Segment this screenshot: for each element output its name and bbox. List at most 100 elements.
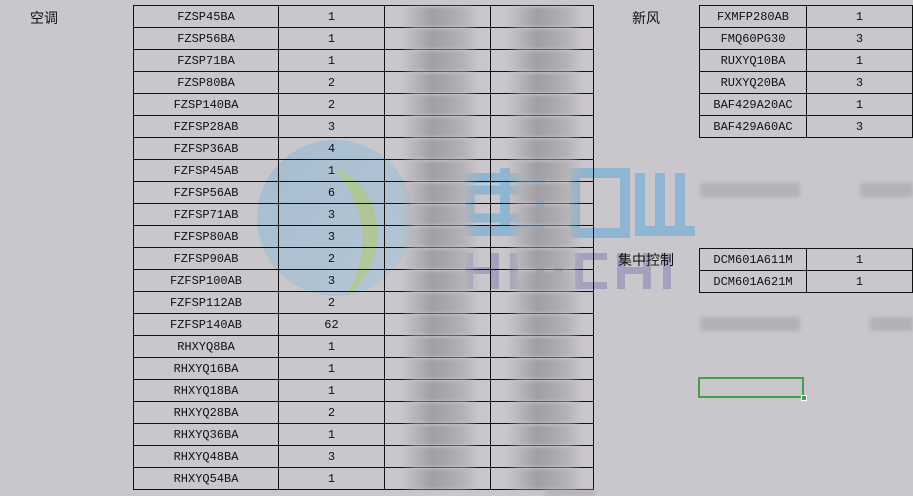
quantity-cell[interactable]: 1 [806,270,913,293]
model-cell[interactable]: FZSP80BA [133,71,279,94]
model-cell[interactable]: FZSP71BA [133,49,279,72]
blurred-price-cell[interactable] [384,423,491,446]
model-cell[interactable]: FZFSP45AB [133,159,279,182]
blurred-price-cell[interactable] [490,445,594,468]
model-cell[interactable]: BAF429A60AC [699,115,807,138]
quantity-cell[interactable]: 1 [806,93,913,116]
blurred-price-cell[interactable] [384,445,491,468]
blurred-price-cell[interactable] [384,115,491,138]
blurred-price-cell[interactable] [384,49,491,72]
quantity-cell[interactable]: 6 [278,181,385,204]
blurred-price-cell[interactable] [384,93,491,116]
model-cell[interactable]: RHXYQ48BA [133,445,279,468]
blurred-price-cell[interactable] [384,225,491,248]
blurred-price-cell[interactable] [490,27,594,50]
model-cell[interactable]: FZFSP90AB [133,247,279,270]
quantity-cell[interactable]: 3 [278,115,385,138]
quantity-cell[interactable]: 3 [278,269,385,292]
quantity-cell[interactable]: 2 [278,71,385,94]
blurred-price-cell[interactable] [490,93,594,116]
blurred-price-cell[interactable] [384,291,491,314]
quantity-cell[interactable]: 1 [278,357,385,380]
quantity-cell[interactable]: 4 [278,137,385,160]
blurred-price-cell[interactable] [490,71,594,94]
blurred-price-cell[interactable] [384,203,491,226]
blurred-price-cell[interactable] [384,71,491,94]
blurred-price-cell[interactable] [384,467,491,490]
model-cell[interactable]: RHXYQ28BA [133,401,279,424]
blurred-price-cell[interactable] [384,27,491,50]
model-cell[interactable]: RUXYQ20BA [699,71,807,94]
model-cell[interactable]: FZFSP71AB [133,203,279,226]
blurred-price-cell[interactable] [384,269,491,292]
quantity-cell[interactable]: 3 [806,71,913,94]
quantity-cell[interactable]: 1 [806,248,913,271]
model-cell[interactable]: FZFSP100AB [133,269,279,292]
quantity-cell[interactable]: 1 [278,5,385,28]
blurred-price-cell[interactable] [490,225,594,248]
model-cell[interactable]: FZFSP80AB [133,225,279,248]
model-cell[interactable]: RHXYQ8BA [133,335,279,358]
quantity-cell[interactable]: 1 [278,49,385,72]
quantity-cell[interactable]: 1 [278,379,385,402]
blurred-price-cell[interactable] [384,335,491,358]
model-cell[interactable]: FMQ60PG30 [699,27,807,50]
model-cell[interactable]: FZFSP56AB [133,181,279,204]
model-cell[interactable]: RUXYQ10BA [699,49,807,72]
quantity-cell[interactable]: 1 [278,335,385,358]
quantity-cell[interactable]: 1 [278,27,385,50]
blurred-price-cell[interactable] [490,5,594,28]
model-cell[interactable]: RHXYQ36BA [133,423,279,446]
blurred-price-cell[interactable] [384,247,491,270]
quantity-cell[interactable]: 3 [806,27,913,50]
model-cell[interactable]: FZFSP140AB [133,313,279,336]
quantity-cell[interactable]: 2 [278,401,385,424]
quantity-cell[interactable]: 3 [806,115,913,138]
blurred-price-cell[interactable] [384,401,491,424]
blurred-price-cell[interactable] [490,401,594,424]
quantity-cell[interactable]: 2 [278,247,385,270]
blurred-price-cell[interactable] [490,357,594,380]
model-cell[interactable]: FZSP56BA [133,27,279,50]
blurred-price-cell[interactable] [490,49,594,72]
blurred-price-cell[interactable] [384,313,491,336]
model-cell[interactable]: FZFSP112AB [133,291,279,314]
blurred-price-cell[interactable] [490,379,594,402]
blurred-price-cell[interactable] [490,313,594,336]
fill-handle[interactable] [801,395,807,401]
model-cell[interactable]: BAF429A20AC [699,93,807,116]
model-cell[interactable]: DCM601A611M [699,248,807,271]
blurred-price-cell[interactable] [490,423,594,446]
quantity-cell[interactable]: 62 [278,313,385,336]
blurred-price-cell[interactable] [490,181,594,204]
model-cell[interactable]: FZFSP28AB [133,115,279,138]
model-cell[interactable]: FZSP45BA [133,5,279,28]
quantity-cell[interactable]: 2 [278,93,385,116]
quantity-cell[interactable]: 1 [278,159,385,182]
blurred-price-cell[interactable] [490,247,594,270]
model-cell[interactable]: DCM601A621M [699,270,807,293]
model-cell[interactable]: RHXYQ18BA [133,379,279,402]
blurred-price-cell[interactable] [490,115,594,138]
model-cell[interactable]: FXMFP280AB [699,5,807,28]
blurred-price-cell[interactable] [490,203,594,226]
blurred-price-cell[interactable] [490,137,594,160]
blurred-price-cell[interactable] [490,335,594,358]
quantity-cell[interactable]: 3 [278,445,385,468]
quantity-cell[interactable]: 3 [278,203,385,226]
quantity-cell[interactable]: 1 [278,423,385,446]
blurred-price-cell[interactable] [384,181,491,204]
model-cell[interactable]: FZFSP36AB [133,137,279,160]
model-cell[interactable]: RHXYQ54BA [133,467,279,490]
quantity-cell[interactable]: 1 [278,467,385,490]
blurred-price-cell[interactable] [384,357,491,380]
quantity-cell[interactable]: 1 [806,49,913,72]
blurred-price-cell[interactable] [384,159,491,182]
blurred-price-cell[interactable] [490,291,594,314]
blurred-price-cell[interactable] [384,379,491,402]
blurred-price-cell[interactable] [490,467,594,490]
quantity-cell[interactable]: 1 [806,5,913,28]
model-cell[interactable]: FZSP140BA [133,93,279,116]
blurred-price-cell[interactable] [384,5,491,28]
blurred-price-cell[interactable] [490,269,594,292]
